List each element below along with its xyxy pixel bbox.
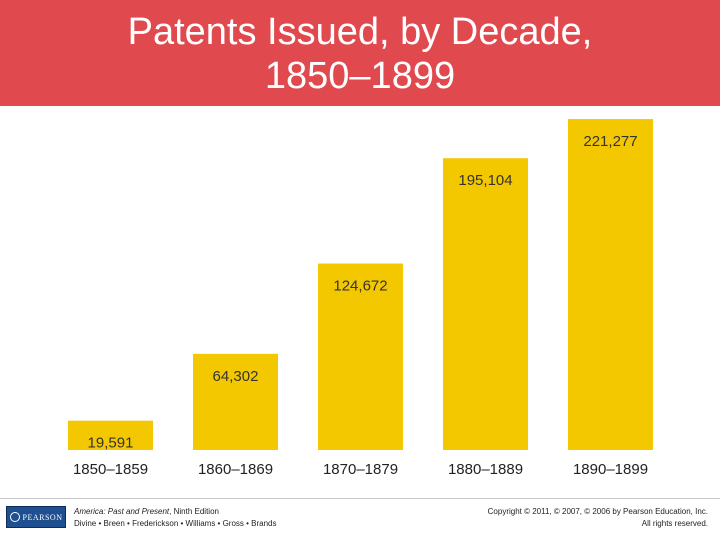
data-label-1850–1859: 19,591 xyxy=(88,435,134,452)
bar-1850–1859 xyxy=(68,420,153,450)
x-tick-label-1860–1869: 1860–1869 xyxy=(198,461,273,478)
data-label-1880–1889: 195,104 xyxy=(458,172,512,189)
copyright-notice: Copyright © 2011, © 2007, © 2006 by Pear… xyxy=(488,506,708,530)
book-authors: Divine • Breen • Frederickson • Williams… xyxy=(74,519,277,528)
slide-title-line-1: Patents Issued, by Decade, xyxy=(127,11,593,53)
x-tick-label-1850–1859: 1850–1859 xyxy=(73,461,148,478)
bar-1870–1879 xyxy=(318,263,403,450)
data-label-1870–1879: 124,672 xyxy=(333,278,387,295)
rights-text: All rights reserved. xyxy=(641,519,708,528)
x-tick-label-1880–1889: 1880–1889 xyxy=(448,461,523,478)
x-tick-label-1870–1879: 1870–1879 xyxy=(323,461,398,478)
slide-title: Patents Issued, by Decade, 1850–1899 xyxy=(0,0,720,106)
slide-title-line-2: 1850–1899 xyxy=(264,55,456,97)
footer-divider xyxy=(0,498,720,499)
book-credit: America: Past and Present, Ninth Edition… xyxy=(74,506,277,530)
pearson-logo: PEARSON xyxy=(6,506,66,528)
data-label-1860–1869: 64,302 xyxy=(213,368,259,385)
slide-footer: PEARSON America: Past and Present, Ninth… xyxy=(0,498,720,540)
data-label-1890–1899: 221,277 xyxy=(583,133,637,150)
book-title: America: Past and Present xyxy=(74,507,170,516)
copyright-text: Copyright © 2011, © 2007, © 2006 by Pear… xyxy=(487,507,708,516)
pearson-logo-icon xyxy=(9,512,20,522)
pearson-logo-text: PEARSON xyxy=(22,512,63,522)
book-edition: , Ninth Edition xyxy=(169,507,219,516)
bar-1860–1869 xyxy=(193,353,278,450)
patents-bar-chart: 19,591 1850–1859 64,302 1860–1869 124,672 187… xyxy=(68,119,653,478)
bar-1880–1889 xyxy=(443,158,528,451)
bar-1890–1899 xyxy=(568,119,653,450)
x-tick-label-1890–1899: 1890–1899 xyxy=(573,461,648,478)
